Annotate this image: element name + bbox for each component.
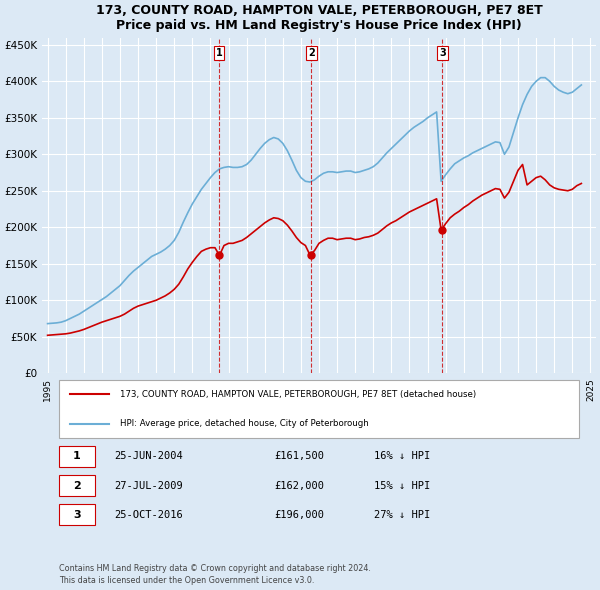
- Text: 15% ↓ HPI: 15% ↓ HPI: [374, 480, 431, 490]
- Text: 25-JUN-2004: 25-JUN-2004: [114, 451, 183, 461]
- Text: 16% ↓ HPI: 16% ↓ HPI: [374, 451, 431, 461]
- Title: 173, COUNTY ROAD, HAMPTON VALE, PETERBOROUGH, PE7 8ET
Price paid vs. HM Land Reg: 173, COUNTY ROAD, HAMPTON VALE, PETERBOR…: [95, 4, 542, 32]
- Text: £196,000: £196,000: [275, 510, 325, 520]
- Text: 25-OCT-2016: 25-OCT-2016: [114, 510, 183, 520]
- Text: 1: 1: [73, 451, 81, 461]
- FancyBboxPatch shape: [59, 379, 579, 438]
- Text: £162,000: £162,000: [275, 480, 325, 490]
- Text: 2: 2: [73, 480, 81, 490]
- Text: 2: 2: [308, 48, 314, 58]
- Text: 27% ↓ HPI: 27% ↓ HPI: [374, 510, 431, 520]
- Text: 1: 1: [216, 48, 223, 58]
- Text: £161,500: £161,500: [275, 451, 325, 461]
- FancyBboxPatch shape: [59, 445, 95, 467]
- Text: HPI: Average price, detached house, City of Peterborough: HPI: Average price, detached house, City…: [119, 419, 368, 428]
- Text: This data is licensed under the Open Government Licence v3.0.: This data is licensed under the Open Gov…: [59, 576, 314, 585]
- Text: 173, COUNTY ROAD, HAMPTON VALE, PETERBOROUGH, PE7 8ET (detached house): 173, COUNTY ROAD, HAMPTON VALE, PETERBOR…: [119, 390, 476, 399]
- Text: 3: 3: [439, 48, 446, 58]
- Text: 27-JUL-2009: 27-JUL-2009: [114, 480, 183, 490]
- Text: Contains HM Land Registry data © Crown copyright and database right 2024.: Contains HM Land Registry data © Crown c…: [59, 564, 371, 573]
- FancyBboxPatch shape: [59, 475, 95, 496]
- FancyBboxPatch shape: [59, 504, 95, 525]
- Text: 3: 3: [73, 510, 81, 520]
